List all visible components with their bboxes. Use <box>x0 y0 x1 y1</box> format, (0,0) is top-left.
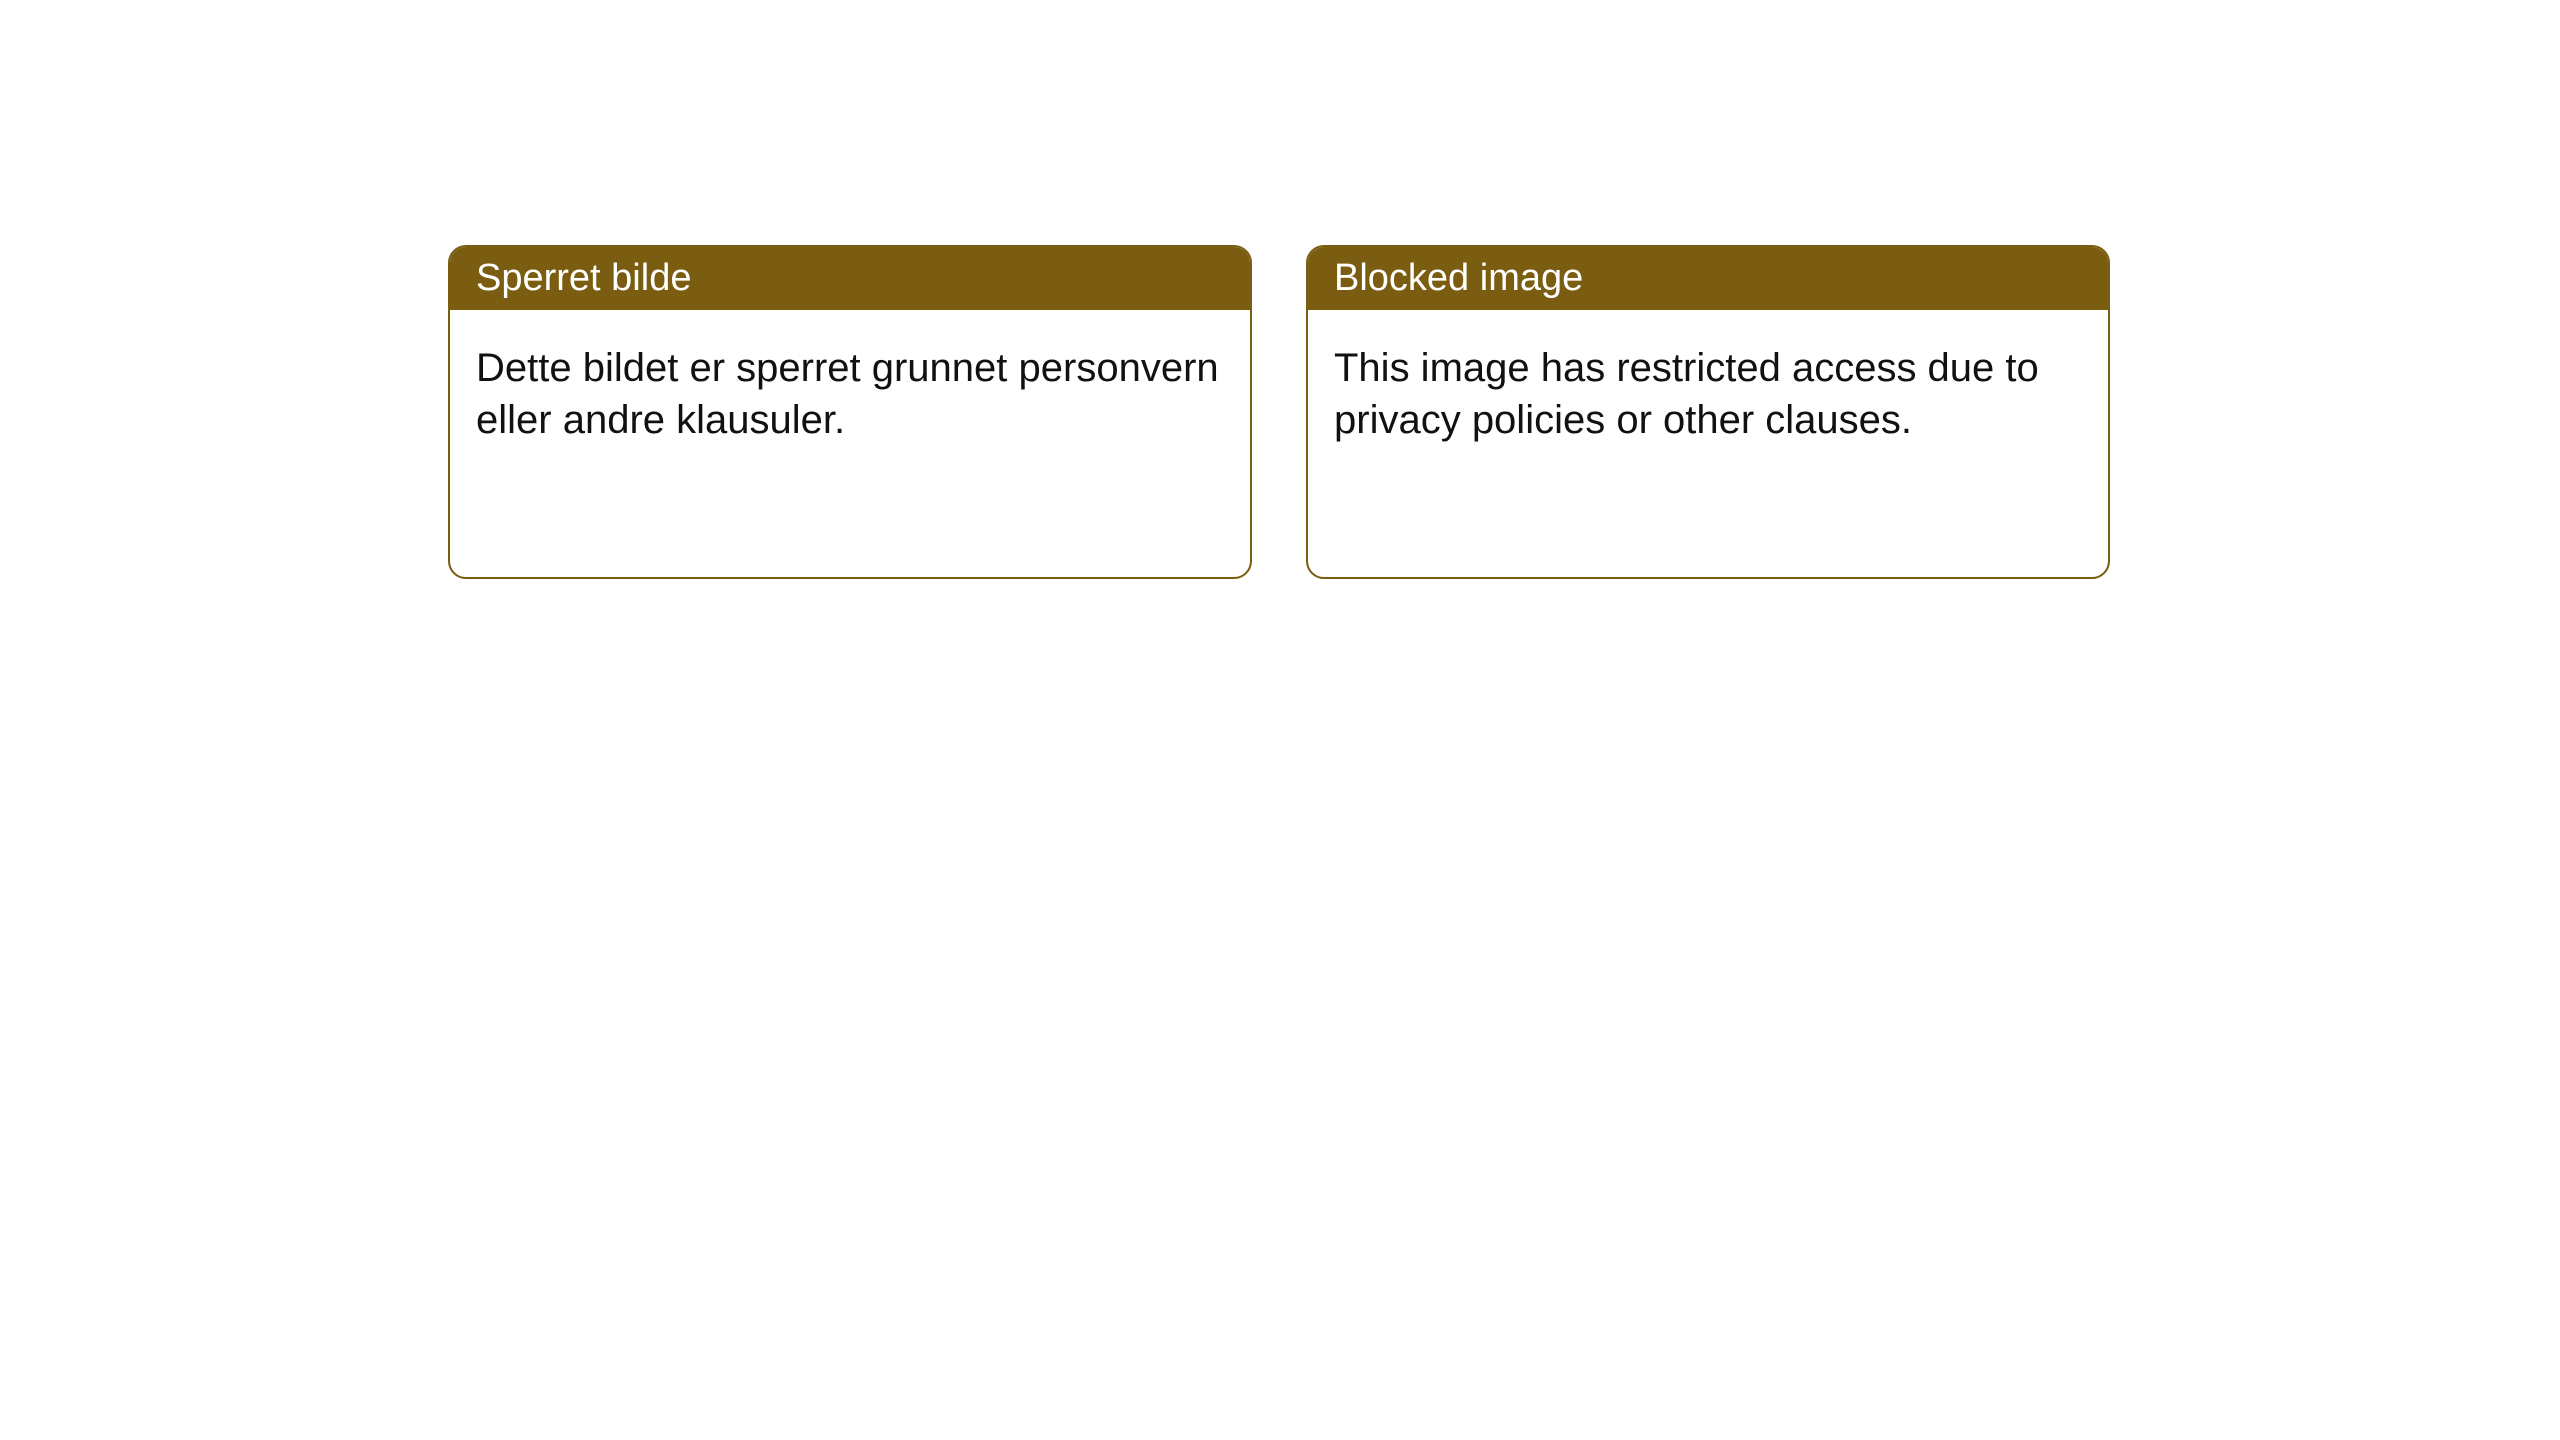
card-header-english: Blocked image <box>1308 247 2108 310</box>
card-body-english: This image has restricted access due to … <box>1308 310 2108 478</box>
card-body-norwegian: Dette bildet er sperret grunnet personve… <box>450 310 1250 478</box>
card-header-norwegian: Sperret bilde <box>450 247 1250 310</box>
notice-card-english: Blocked image This image has restricted … <box>1306 245 2110 579</box>
notice-card-norwegian: Sperret bilde Dette bildet er sperret gr… <box>448 245 1252 579</box>
notice-cards-container: Sperret bilde Dette bildet er sperret gr… <box>448 245 2110 579</box>
